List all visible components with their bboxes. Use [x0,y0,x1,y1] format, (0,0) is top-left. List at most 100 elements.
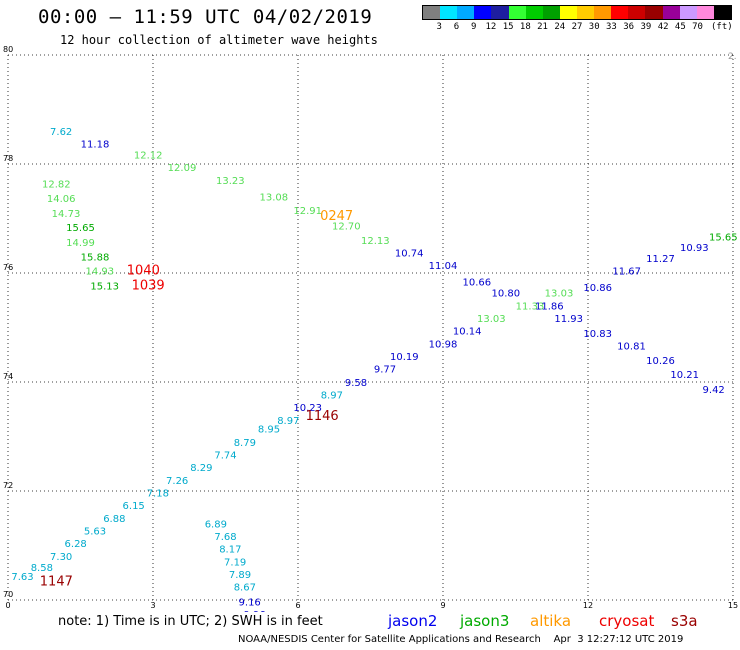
wave-height-point: 7.74 [214,450,236,461]
y-tick-label: 74 [3,372,13,381]
scale-swatch [474,6,492,19]
wave-height-point: 12.13 [361,236,390,247]
wave-height-point: 14.93 [86,267,115,278]
scale-label: 30 [588,22,600,32]
legend-altika: altika [530,612,572,630]
wave-height-point: 8.79 [234,438,256,449]
scale-swatch [508,6,526,19]
y-tick-label: 72 [3,481,13,490]
color-scale-labels: 3 6 9 12 15 18 21 24 27 30 33 36 39 42 45 70 [422,22,732,34]
scale-label: 12 [485,22,497,32]
wave-height-point: 10.80 [492,288,521,299]
wave-height-point: 7.26 [166,476,188,487]
scale-label: 24 [554,22,566,32]
wave-height-point: 6.89 [205,520,227,531]
wave-height-point: 7.62 [50,127,72,138]
wave-height-point: 10.83 [583,329,612,340]
scale-label: 18 [519,22,531,32]
color-scale-bar [422,5,732,20]
wave-height-point: 11.93 [554,314,583,325]
scale-swatch [542,6,560,19]
scale-label: 36 [623,22,635,32]
wave-height-point: 8.17 [219,545,241,556]
wave-height-point: 5.63 [84,527,106,538]
wave-height-point: 12.70 [332,221,361,232]
chart-grid [7,54,734,601]
wave-height-point: 7.89 [229,570,251,581]
legend: note: 1) Time is in UTC; 2) SWH is in fe… [58,612,738,630]
wave-height-point: 8.29 [190,463,212,474]
wave-height-point: 13.03 [545,288,574,299]
wave-height-point: 15.13 [90,281,119,292]
chart-data-points: 7.6211.1812.1212.0913.2313.0812.9112.701… [11,127,737,612]
wave-height-point: 12.91 [293,206,322,217]
legend-jason2: jason2 [388,612,438,630]
pass-time-label: 1040 [127,264,160,279]
wave-height-point: 14.73 [52,209,81,220]
wave-height-point: 9.96 [243,610,265,612]
wave-height-point: 14.99 [66,238,95,249]
scale-label: 42 [657,22,669,32]
scale-label: 21 [537,22,548,32]
scale-swatch [696,6,714,19]
wave-height-point: 9.77 [374,365,396,376]
wave-height-point: 8.97 [277,416,299,427]
legend-note: note: 1) Time is in UTC; 2) SWH is in fe… [58,614,323,629]
wave-height-point: 7.63 [11,572,33,583]
wave-height-point: 7.19 [224,558,246,569]
wave-height-point: 6.88 [103,514,125,525]
chart-subtitle: 12 hour collection of altimeter wave hei… [60,33,378,47]
wave-height-point: 8.95 [258,425,280,436]
wave-height-point: 9.42 [703,385,725,396]
scale-swatch [440,6,458,19]
wave-height-point: 10.93 [680,243,709,254]
y-tick-label: 80 [3,45,13,54]
wave-height-point: 10.66 [463,278,492,289]
scale-swatch [628,6,646,19]
wave-height-point: 8.97 [321,390,343,401]
wave-height-point: 11.86 [535,302,564,313]
wave-height-point: 8.67 [234,583,256,594]
x-tick-label: 3 [150,601,155,610]
wave-height-point: 10.81 [617,341,646,352]
pass-time-label: 1039 [132,278,165,293]
wave-height-point: 11.33 [516,302,545,313]
wave-height-chart: 0 3 6 9 12 15 70 72 74 76 78 80 7.62 11.18 12.12 12.09… [3,45,738,612]
wave-height-point: 15.65 [66,223,95,234]
scale-swatch [679,6,697,19]
chart-axis-ticks: 0 3 6 9 12 15 70 72 74 76 78 80 [3,45,738,610]
scale-swatch [423,6,441,19]
wave-height-point: 10.19 [390,352,419,363]
footer-credit: NOAA/NESDIS Center for Satellite Applica… [238,634,684,645]
scale-label: 33 [606,22,617,32]
wave-height-point: 15.65 [709,232,738,243]
corner-label: 2. [728,52,737,62]
y-tick-label: 70 [3,590,13,599]
scale-label: 15 [502,22,514,32]
legend-s3a: s3a [671,612,698,630]
color-scale-unit: (ft) [711,22,733,32]
scale-label: 9 [470,22,477,32]
scale-label: 3 [436,22,442,32]
wave-height-point: 10.74 [395,249,424,260]
x-tick-label: 9 [440,601,445,610]
legend-jason3: jason3 [460,612,510,630]
x-tick-label: 12 [583,601,593,610]
y-tick-label: 78 [3,154,13,163]
pass-time-label: 0247 [320,209,353,224]
scale-label: 45 [674,22,686,32]
y-tick-label: 76 [3,263,13,272]
wave-height-point: 12.12 [134,151,163,162]
wave-height-point: 7.30 [50,552,72,563]
x-tick-label: 6 [295,601,300,610]
chart-title: 00:00 – 11:59 UTC 04/02/2019 [38,6,373,28]
wave-height-point: 15.88 [81,252,110,263]
wave-height-point: 11.18 [81,140,110,151]
wave-height-point: 11.67 [612,267,641,278]
scale-label: 27 [571,22,583,32]
scale-swatch [491,6,509,19]
chart-pass-labels: 024710401039114611471038 [40,209,353,589]
legend-cryosat: cryosat [599,612,655,630]
scale-swatch [662,6,680,19]
wave-height-point: 14.06 [47,194,76,205]
